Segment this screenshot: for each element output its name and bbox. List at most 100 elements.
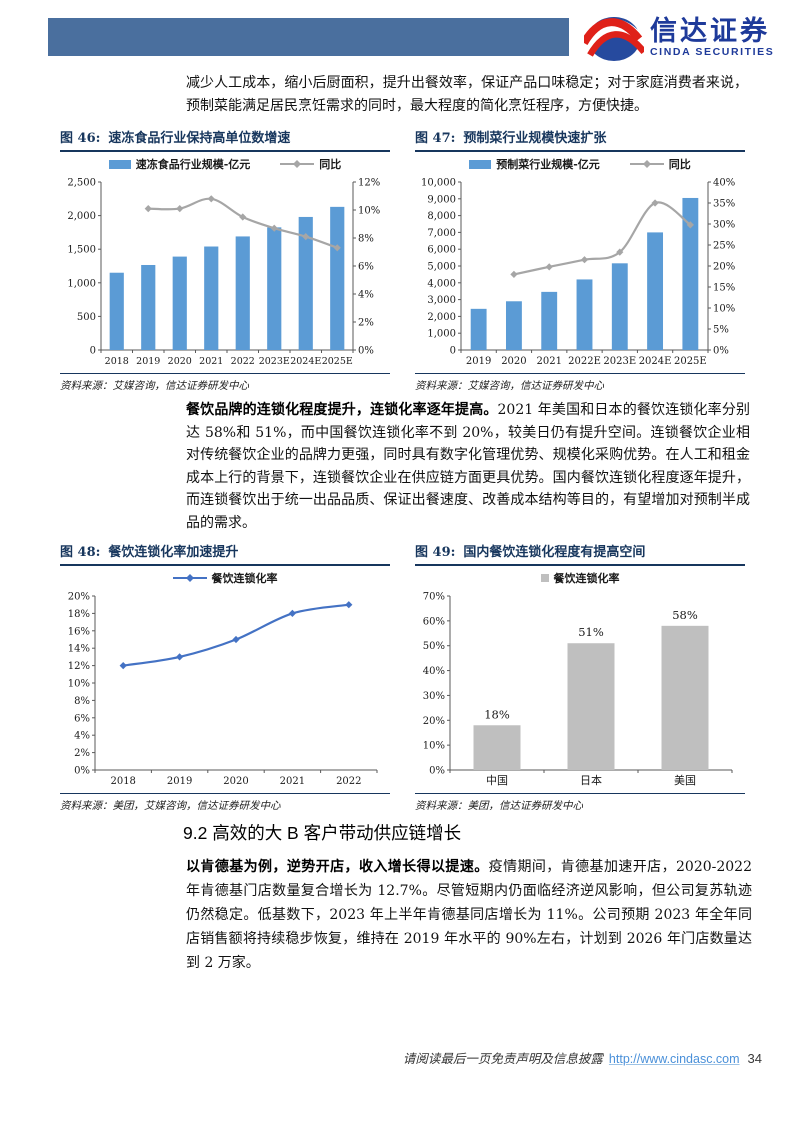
figure-48-chart: 0% 2% 4% 6% 8% 10% 12% 14% 16% 18% 20% 2018 2019 2020…	[68, 592, 378, 787]
paragraph-2-lead: 餐饮品牌的连锁化程度提升，连锁化率逐年提高。	[186, 402, 498, 418]
body-paragraph-1: 减少人工成本，缩小后厨面积，提升出餐效率，保证产品口味稳定；对于家庭消费者来说，…	[186, 75, 748, 114]
svg-text:2024E: 2024E	[639, 356, 672, 367]
legend-item: 同比	[629, 156, 691, 172]
legend-item: 预制菜行业规模-亿元	[469, 156, 600, 172]
page-number: 34	[747, 1051, 762, 1066]
svg-text:0%: 0%	[74, 766, 90, 777]
legend-label: 预制菜行业规模-亿元	[496, 158, 600, 171]
svg-text:1,000: 1,000	[67, 278, 96, 289]
svg-text:2021: 2021	[536, 356, 561, 367]
logo-en-text: CINDA SECURITIES	[650, 46, 775, 59]
svg-text:2019: 2019	[167, 776, 192, 787]
svg-text:51%: 51%	[578, 625, 604, 639]
svg-text:日本: 日本	[580, 773, 602, 787]
legend-bar-swatch	[108, 159, 131, 169]
svg-text:9,000: 9,000	[427, 194, 456, 205]
figure-49-chart: 0% 10% 20% 30% 40% 50% 60% 70% 中国 日本 美国 18% 51% 58%	[423, 592, 733, 787]
figure-46-panel: 图 46: 速冻食品行业保持高单位数增速 速冻食品行业规模-亿元 同比 0 500 1,…	[60, 127, 390, 393]
svg-text:2019: 2019	[136, 356, 160, 367]
svg-text:10%: 10%	[358, 206, 380, 217]
svg-text:2022: 2022	[231, 356, 255, 367]
legend-label: 同比	[319, 158, 342, 171]
svg-text:2022E: 2022E	[568, 356, 601, 367]
svg-text:10%: 10%	[68, 679, 90, 690]
svg-text:2025E: 2025E	[674, 356, 707, 367]
svg-text:14%: 14%	[68, 644, 90, 655]
legend-label: 餐饮连锁化率	[211, 572, 278, 585]
svg-text:2022: 2022	[336, 776, 361, 787]
figure-46-chart: 0 500 1,000 1,500 2,000 2,500 0% 2% 4% 6% 8% 10% 12%…	[67, 178, 380, 368]
svg-text:2%: 2%	[74, 748, 90, 759]
figure-48-label: 图 48:	[60, 545, 101, 560]
svg-text:美国: 美国	[674, 774, 696, 787]
svg-text:3,000: 3,000	[427, 295, 456, 306]
svg-text:2,000: 2,000	[67, 211, 96, 222]
svg-text:58%: 58%	[672, 608, 698, 622]
svg-text:4,000: 4,000	[427, 278, 456, 289]
figure-48-panel: 图 48: 餐饮连锁化率加速提升 餐饮连锁化率 0% 2% 4% 6% 8% 10% 12% 1…	[60, 541, 390, 813]
svg-text:30%: 30%	[423, 691, 445, 702]
svg-text:0: 0	[90, 346, 96, 357]
svg-text:1,000: 1,000	[427, 329, 456, 340]
legend-line-swatch	[172, 574, 207, 582]
svg-text:1,500: 1,500	[67, 245, 96, 256]
svg-text:40%: 40%	[713, 178, 735, 189]
figure-49-panel: 图 49: 国内餐饮连锁化程度有提高空间 餐饮连锁化率 0% 10% 20% 30% 40…	[415, 541, 745, 813]
figure-49-source: 资料来源：美团，信达证券研发中心	[415, 793, 745, 813]
svg-text:0: 0	[450, 346, 456, 357]
svg-text:2021: 2021	[280, 776, 305, 787]
svg-text:2020: 2020	[501, 356, 526, 367]
svg-text:2,500: 2,500	[67, 178, 96, 189]
svg-text:500: 500	[77, 312, 96, 323]
svg-text:2018: 2018	[110, 776, 135, 787]
page-footer: 请阅读最后一页免责声明及信息披露 http://www.cindasc.com 34	[403, 1048, 762, 1067]
svg-text:16%: 16%	[68, 626, 90, 637]
figure-46-source: 资料来源：艾媒咨询，信达证券研发中心	[60, 373, 390, 393]
figure-47-panel: 图 47: 预制菜行业规模快速扩张 预制菜行业规模-亿元 同比 0 1,000 2,00…	[415, 127, 745, 393]
figure-47-chart: 0 1,000 2,000 3,000 4,000 5,000 6,000 7,000 8,00…	[421, 178, 735, 368]
svg-text:中国: 中国	[486, 774, 508, 787]
legend-bar-swatch	[469, 159, 492, 169]
svg-text:12%: 12%	[68, 661, 90, 672]
figure-48-title: 图 48: 餐饮连锁化率加速提升	[60, 541, 390, 566]
figure-47-label: 图 47:	[415, 131, 456, 146]
legend-item: 餐饮连锁化率	[540, 570, 620, 586]
legend-square-swatch	[540, 574, 549, 582]
svg-text:8%: 8%	[74, 696, 90, 707]
legend-item: 同比	[280, 156, 341, 172]
figure-47-source: 资料来源：艾媒咨询，信达证券研发中心	[415, 373, 745, 393]
figure-48-source: 资料来源：美团，艾媒咨询，信达证券研发中心	[60, 793, 390, 813]
svg-text:0%: 0%	[429, 766, 445, 777]
logo-cn-text: 信达证券	[650, 16, 770, 47]
svg-text:0%: 0%	[713, 346, 729, 357]
figure-46-label: 图 46:	[60, 131, 101, 146]
legend-label: 餐饮连锁化率	[553, 572, 620, 585]
header-band	[48, 18, 569, 56]
svg-text:20%: 20%	[68, 592, 90, 603]
cinda-logo-icon	[584, 17, 644, 61]
svg-text:2023E: 2023E	[603, 356, 636, 367]
svg-text:70%: 70%	[423, 592, 445, 603]
figure-46-legend: 速冻食品行业规模-亿元 同比	[60, 154, 390, 174]
svg-text:8,000: 8,000	[427, 211, 456, 222]
svg-text:8%: 8%	[358, 234, 374, 245]
svg-text:2018: 2018	[105, 356, 129, 367]
svg-text:2024E: 2024E	[290, 356, 321, 367]
svg-text:6,000: 6,000	[427, 245, 456, 256]
figure-row-2: 图 48: 餐饮连锁化率加速提升 餐饮连锁化率 0% 2% 4% 6% 8% 10% 12% 1…	[60, 541, 745, 813]
figure-48-legend: 餐饮连锁化率	[60, 568, 390, 588]
footer-link[interactable]: http://www.cindasc.com	[608, 1052, 740, 1066]
svg-text:2,000: 2,000	[427, 312, 456, 323]
figure-47-legend: 预制菜行业规模-亿元 同比	[415, 154, 745, 174]
svg-text:2%: 2%	[358, 318, 374, 329]
svg-text:6%: 6%	[74, 713, 90, 724]
svg-text:2021: 2021	[199, 356, 223, 367]
body-paragraph-2: 餐饮品牌的连锁化程度提升，连锁化率逐年提高。2021 年美国和日本的餐饮连锁化率…	[186, 399, 750, 534]
svg-text:2020: 2020	[168, 356, 192, 367]
svg-text:7,000: 7,000	[427, 228, 456, 239]
legend-item: 餐饮连锁化率	[172, 570, 278, 586]
svg-text:0%: 0%	[358, 346, 374, 357]
svg-text:10%: 10%	[423, 741, 445, 752]
legend-label: 同比	[668, 158, 691, 171]
